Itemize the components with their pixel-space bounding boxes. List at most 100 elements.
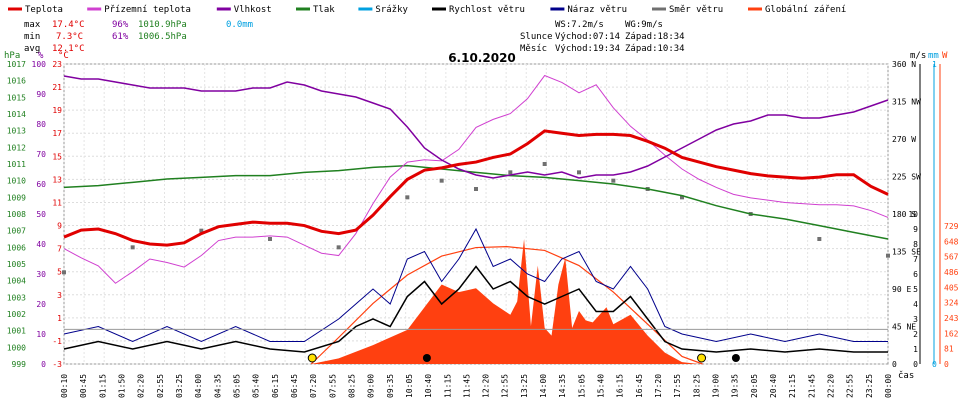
wind-direction-point [542,162,547,166]
x-tick-label: 20:05 [750,374,759,398]
pct-tick: 70 [36,150,46,159]
x-tick-label: 17:55 [673,374,682,398]
x-tick-label: 11:15 [443,374,452,398]
dir-tick: 90 E [892,285,911,294]
ms-tick: 7 [913,255,918,264]
wind-speed-line [63,265,888,353]
legend-label-4: Srážky [375,5,408,15]
axis-unit-ms: m/s [910,51,926,61]
x-tick-label: 21:15 [788,374,797,398]
hpa-tick: 1000 [7,343,26,352]
degc-tick: 13 [52,175,62,184]
temperature-line [63,129,889,247]
clear-sky-radiation-line [310,246,703,365]
ms-tick: 3 [913,315,918,324]
x-tick-label: 06:15 [271,374,280,398]
stat-max-label: max [24,20,41,30]
dir-tick: 225 SW [892,173,921,182]
pct-tick: 80 [36,120,46,129]
x-tick-label: 16:45 [635,374,644,398]
wind-direction-point [439,178,444,183]
dir-tick: 270 W [892,135,916,144]
x-tick-label: 05:40 [252,374,261,398]
ms-tick: 10 [908,210,918,219]
x-tick-label: 00:10 [60,374,69,398]
degc-tick: 15 [52,152,62,161]
dir-tick: 0 [892,360,897,369]
x-tick-label: 09:00 [367,374,376,398]
x-tick-label: 21:45 [807,374,816,398]
wind-ws: WS:7.2m/s [555,20,604,30]
moon-set: Západ:10:34 [625,44,685,54]
x-tick-label: 05:05 [232,374,241,398]
legend-label-0: Teplota [25,5,63,15]
global-radiation-area [311,239,700,364]
x-tick-label: 10:05 [405,374,414,398]
moon-label: Měsíc [520,44,547,54]
wind-direction-point [508,170,513,175]
wind-direction-point [680,195,684,200]
degc-tick: 11 [52,198,62,207]
ms-tick: 9 [913,225,918,234]
dir-tick: 315 NW [892,98,921,107]
wm2-tick: 324 [944,299,959,308]
x-tick-label: 04:00 [194,374,203,398]
x-tick-label: 12:55 [501,374,510,398]
degc-tick: -1 [52,337,62,346]
axis-unit-wm2: W [942,51,948,61]
hpa-tick: 1004 [7,277,26,286]
ms-tick: 8 [913,240,918,249]
axis-unit-hpa: hPa [4,51,20,61]
axis-unit-time: čas [898,370,914,381]
wind-direction-point [336,245,341,250]
stat-min-hum: 61% [112,32,129,42]
wind-direction-point [268,237,272,241]
x-tick-label: 02:20 [137,374,146,398]
x-tick-label: 15:40 [597,374,606,398]
grid [63,63,889,365]
degc-tick: 21 [52,83,62,92]
moonrise-marker [731,354,740,362]
moon-rise: Východ:19:34 [555,44,620,54]
stats-block: max 17.4°C 96% 1010.9hPa 0.0mm min 7.3°C… [24,20,253,54]
sunrise-marker [307,353,317,363]
x-tick-label: 19:35 [731,374,740,398]
pct-tick: 30 [36,270,46,279]
hpa-tick: 1006 [7,243,26,252]
x-tick-label: 16:15 [616,374,625,398]
x-tick-label: 17:20 [654,374,663,398]
wind-direction-point [817,237,822,241]
x-tick-label: 19:00 [712,374,721,398]
ms-tick: 6 [913,270,918,279]
pct-tick: 20 [36,300,46,309]
hpa-tick: 1016 [7,77,26,86]
sunset-marker [697,353,707,363]
hpa-tick: 1005 [7,260,26,269]
pct-tick: 10 [36,330,46,339]
sun-rise: Východ:07:14 [555,32,620,42]
wind-direction-point [611,178,616,183]
x-tick-label: 10:40 [424,374,433,398]
hpa-tick: 1017 [7,60,26,69]
axis-unit-pct: % [38,51,44,61]
pct-tick: 60 [36,180,46,189]
degc-tick: 3 [57,291,62,300]
stat-avg-label: avg [24,44,40,54]
wm2-tick: 567 [944,253,959,262]
ms-tick: 0 [913,360,918,369]
hpa-tick: 1015 [7,93,26,102]
pressure-line [63,164,889,240]
legend-label-5: Rychlost větru [449,5,525,15]
x-tick-label: 14:35 [558,374,567,398]
wind-direction-point [199,228,204,233]
ms-tick: 5 [913,285,918,294]
wind-direction-point [62,270,66,275]
mm-tick: 0 [932,360,937,369]
x-tick-label: 23:25 [865,374,874,398]
x-tick-label: 07:55 [328,374,337,398]
legend-label-6: Náraz větru [567,5,627,15]
x-tick-label: 14:00 [539,374,548,398]
wm2-tick: 81 [944,345,954,354]
legend-label-1: Přízemní teplota [104,5,191,15]
